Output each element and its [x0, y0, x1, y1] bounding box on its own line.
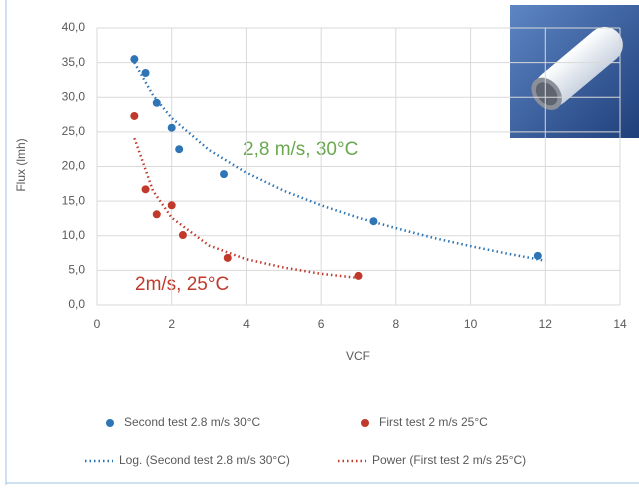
y-tick-label: 10,0	[62, 228, 86, 242]
membrane-image	[510, 5, 639, 138]
x-tick-label: 10	[464, 317, 478, 331]
legend-label: Second test 2.8 m/s 30°C	[124, 415, 261, 429]
y-tick-label: 25,0	[62, 124, 86, 138]
annotation: 2,8 m/s, 30°C	[243, 139, 358, 160]
data-point	[175, 145, 184, 154]
data-point	[223, 253, 232, 262]
data-point	[369, 217, 378, 226]
y-tick-label: 0,0	[68, 297, 85, 311]
x-tick-label: 0	[94, 317, 101, 331]
y-tick-label: 35,0	[62, 55, 86, 69]
y-tick-label: 5,0	[68, 263, 85, 277]
y-axis-title: Flux (lmh)	[14, 138, 28, 191]
x-axis-title: VCF	[346, 349, 370, 363]
data-point	[167, 201, 176, 210]
x-tick-label: 4	[243, 317, 250, 331]
data-point	[178, 231, 187, 240]
data-point	[220, 170, 229, 179]
data-point	[130, 55, 139, 64]
data-point	[167, 123, 176, 132]
data-point	[354, 271, 363, 280]
legend-marker	[361, 419, 369, 427]
data-point	[130, 111, 139, 120]
trendline	[133, 62, 546, 262]
y-tick-label: 20,0	[62, 159, 86, 173]
x-tick-label: 2	[168, 317, 175, 331]
x-tick-label: 12	[539, 317, 553, 331]
legend-label: Log. (Second test 2.8 m/s 30°C)	[119, 453, 290, 467]
legend-label: First test 2 m/s 25°C	[379, 415, 488, 429]
data-point	[141, 69, 150, 78]
data-point	[152, 210, 161, 219]
x-tick-label: 6	[318, 317, 325, 331]
y-tick-label: 30,0	[62, 89, 86, 103]
x-tick-label: 8	[393, 317, 400, 331]
y-tick-label: 15,0	[62, 193, 86, 207]
data-point	[152, 98, 161, 107]
legend-label: Power (First test 2 m/s 25°C)	[372, 453, 526, 467]
legend-marker	[106, 419, 114, 427]
annotation: 2m/s, 25°C	[135, 274, 229, 295]
data-point	[533, 251, 542, 260]
x-tick-label: 14	[613, 317, 627, 331]
y-tick-label: 40,0	[62, 20, 86, 34]
data-point	[141, 185, 150, 194]
